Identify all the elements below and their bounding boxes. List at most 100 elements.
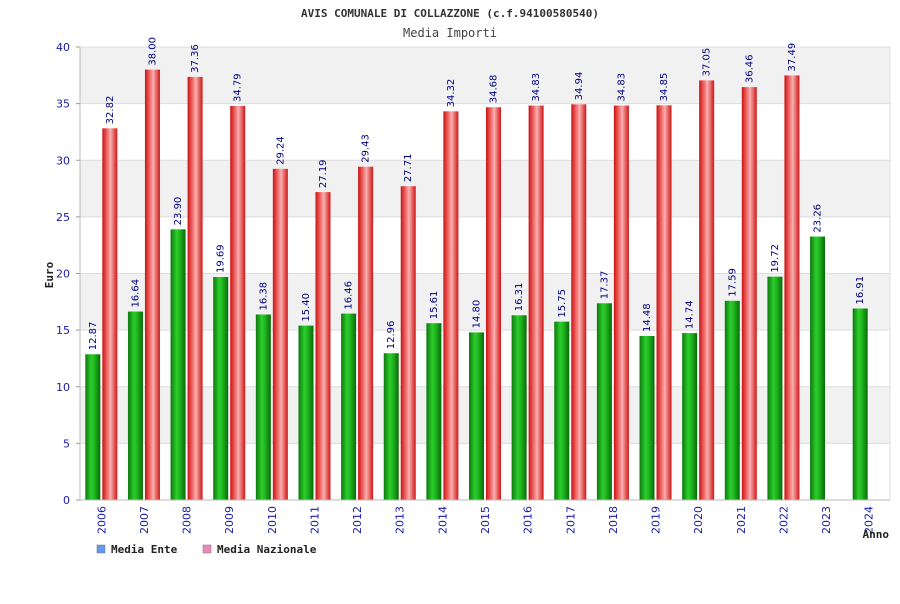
bar-nazionale-2015 [486, 107, 501, 501]
legend-label-nazionale: Media Nazionale [217, 543, 317, 556]
x-tick-label-2019: 2019 [650, 506, 663, 534]
value-label-nazionale-2010: 29.24 [275, 136, 286, 165]
value-label-ente-2019: 14.48 [642, 303, 653, 332]
x-tick-label-2010: 2010 [266, 506, 279, 534]
bar-ente-2011 [298, 325, 314, 500]
bar-nazionale-2006 [102, 128, 118, 500]
value-label-nazionale-2014: 34.32 [446, 79, 457, 108]
bar-ente-2015 [469, 332, 484, 500]
bar-ente-2024 [852, 308, 868, 500]
bar-nazionale-2020 [699, 80, 715, 500]
value-label-ente-2018: 17.37 [599, 271, 610, 300]
value-label-ente-2013: 12.96 [386, 321, 397, 350]
x-tick-label-2006: 2006 [95, 506, 108, 534]
bar-nazionale-2014 [443, 111, 459, 501]
bar-nazionale-2008 [187, 76, 203, 500]
bar-ente-2022 [767, 276, 783, 500]
bar-ente-2010 [255, 314, 271, 500]
bar-ente-2009 [213, 277, 229, 500]
value-label-ente-2017: 15.75 [557, 289, 568, 318]
bars-layer [85, 69, 868, 501]
x-tick-label-2014: 2014 [436, 506, 449, 534]
bar-nazionale-2009 [230, 106, 246, 501]
y-axis-ticks: 0 5 10 15 20 25 30 35 40 [56, 41, 80, 507]
x-tick-label-2016: 2016 [522, 506, 535, 534]
y-tick-label: 40 [56, 41, 70, 54]
bar-ente-2017 [554, 321, 570, 500]
bar-nazionale-2019 [656, 105, 672, 500]
value-label-nazionale-2022: 37.49 [787, 43, 798, 72]
bar-ente-2018 [596, 303, 612, 500]
y-tick-label: 5 [63, 437, 70, 450]
value-label-ente-2007: 16.64 [130, 279, 141, 308]
value-label-ente-2020: 14.74 [685, 300, 696, 329]
value-label-ente-2024: 16.91 [855, 276, 866, 305]
bar-ente-2016 [511, 315, 527, 500]
x-axis-label: Anno [863, 528, 890, 541]
legend: Media Ente Media Nazionale [96, 543, 317, 556]
bar-nazionale-2013 [400, 186, 416, 500]
value-label-ente-2012: 16.46 [344, 281, 355, 310]
x-tick-label-2023: 2023 [820, 506, 833, 534]
bar-nazionale-2017 [571, 104, 587, 500]
bar-nazionale-2010 [272, 168, 288, 500]
bar-ente-2020 [682, 333, 698, 500]
value-label-nazionale-2012: 29.43 [361, 134, 372, 163]
bar-nazionale-2007 [144, 69, 160, 501]
value-label-ente-2009: 19.69 [216, 244, 227, 273]
bar-ente-2012 [341, 313, 357, 500]
bar-ente-2008 [170, 229, 186, 500]
value-label-ente-2023: 23.26 [813, 204, 824, 233]
value-label-nazionale-2015: 34.68 [489, 75, 500, 104]
x-tick-label-2022: 2022 [777, 506, 790, 534]
x-axis-ticks: 2006 2007 2008 2009 2010 2011 2012 2013 2014 2015… [95, 506, 875, 534]
value-label-ente-2021: 17.59 [727, 268, 738, 297]
y-tick-label: 10 [56, 381, 70, 394]
chart-title: AVIS COMUNALE DI COLLAZZONE (c.f.9410058… [301, 7, 599, 20]
value-label-ente-2014: 15.61 [429, 291, 440, 320]
y-axis-label: Euro [43, 261, 56, 288]
value-label-ente-2022: 19.72 [770, 244, 781, 273]
value-label-ente-2010: 16.38 [258, 282, 269, 311]
value-label-nazionale-2007: 38.00 [147, 37, 158, 66]
bar-ente-2019 [639, 336, 655, 500]
y-tick-label: 35 [56, 98, 70, 111]
value-labels-layer: 12.87 32.82 16.64 38.00 23.90 37.36 19.69 34.79… [88, 37, 866, 350]
value-label-ente-2016: 16.31 [514, 283, 525, 312]
value-label-nazionale-2021: 36.46 [744, 54, 755, 83]
bar-ente-2021 [724, 300, 740, 500]
value-label-ente-2006: 12.87 [88, 322, 99, 351]
bar-nazionale-2016 [528, 105, 544, 501]
chart-subtitle: Media Importi [403, 26, 497, 40]
bar-ente-2013 [383, 353, 399, 500]
x-tick-label-2009: 2009 [223, 506, 236, 534]
value-label-nazionale-2020: 37.05 [702, 48, 713, 77]
y-tick-label: 20 [56, 268, 70, 281]
value-label-ente-2011: 15.40 [301, 293, 312, 322]
value-label-nazionale-2006: 32.82 [105, 96, 116, 125]
bar-ente-2007 [127, 311, 143, 500]
x-tick-label-2013: 2013 [394, 506, 407, 534]
value-label-nazionale-2009: 34.79 [233, 73, 244, 102]
value-label-nazionale-2017: 34.94 [574, 72, 585, 101]
bar-nazionale-2012 [358, 166, 374, 500]
x-tick-label-2020: 2020 [692, 506, 705, 534]
value-label-nazionale-2018: 34.83 [616, 73, 627, 102]
value-label-nazionale-2011: 27.19 [318, 159, 329, 188]
x-tick-label-2017: 2017 [564, 506, 577, 534]
y-tick-label: 15 [56, 324, 70, 337]
x-tick-label-2008: 2008 [181, 506, 194, 534]
legend-swatch-ente [96, 544, 106, 554]
x-tick-label-2007: 2007 [138, 506, 151, 534]
value-label-nazionale-2019: 34.85 [659, 73, 670, 102]
x-tick-label-2021: 2021 [735, 506, 748, 534]
bar-nazionale-2021 [741, 87, 757, 500]
x-tick-label-2024: 2024 [863, 506, 876, 534]
x-tick-label-2012: 2012 [351, 506, 364, 534]
bar-ente-2006 [85, 354, 101, 500]
value-label-nazionale-2013: 27.71 [403, 154, 414, 183]
y-tick-label: 30 [56, 154, 70, 167]
x-tick-label-2011: 2011 [308, 506, 321, 534]
bar-nazionale-2018 [613, 105, 629, 501]
